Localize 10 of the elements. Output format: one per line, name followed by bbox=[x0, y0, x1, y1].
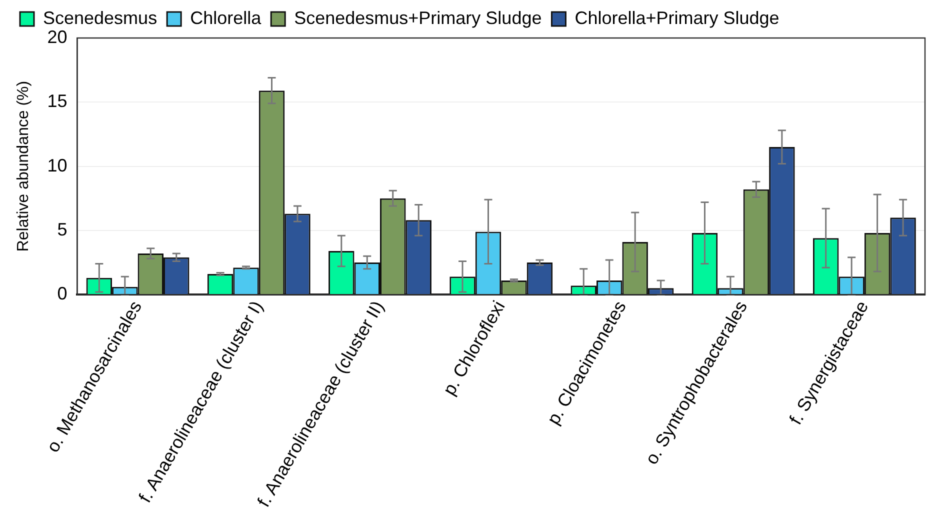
y-tick-label: 20 bbox=[47, 26, 68, 47]
y-tick-label: 0 bbox=[57, 284, 68, 304]
legend-label: Scenedesmus bbox=[43, 8, 158, 28]
legend-label: Scenedesmus+Primary Sludge bbox=[294, 8, 542, 28]
y-tick-label: 15 bbox=[47, 91, 68, 112]
y-axis-title: Relative abundance (%) bbox=[15, 80, 32, 252]
y-tick-label: 5 bbox=[57, 219, 68, 240]
y-tick-label: 10 bbox=[47, 155, 68, 176]
legend-label: Chlorella+Primary Sludge bbox=[574, 8, 780, 28]
legend-label: Chlorella bbox=[190, 8, 262, 28]
